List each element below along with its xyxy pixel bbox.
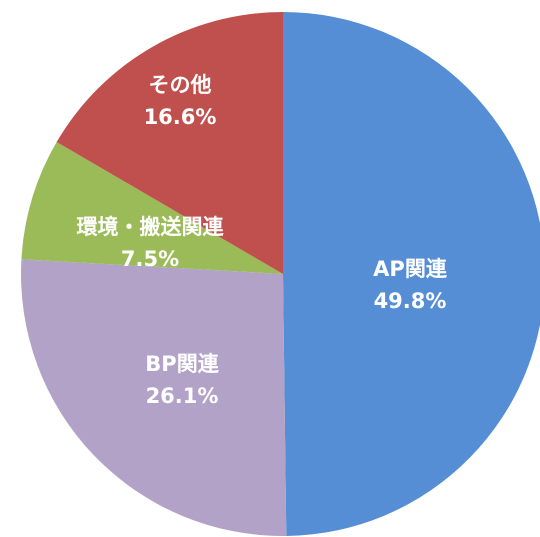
slice-label: BP関連 (145, 352, 219, 376)
slice-label: AP関連 (373, 257, 448, 281)
pie-slice (21, 142, 284, 274)
slice-value-label: 16.6% (144, 105, 217, 129)
pie-slice (21, 259, 287, 536)
slice-value-label: 49.8% (374, 289, 447, 313)
slice-value-label: 7.5% (121, 247, 179, 271)
pie-slice (56, 12, 283, 274)
pie-slice (283, 12, 540, 536)
slice-value-label: 26.1% (146, 384, 219, 408)
slice-label: 環境・搬送関連 (77, 215, 225, 239)
slice-label: その他 (149, 73, 212, 97)
